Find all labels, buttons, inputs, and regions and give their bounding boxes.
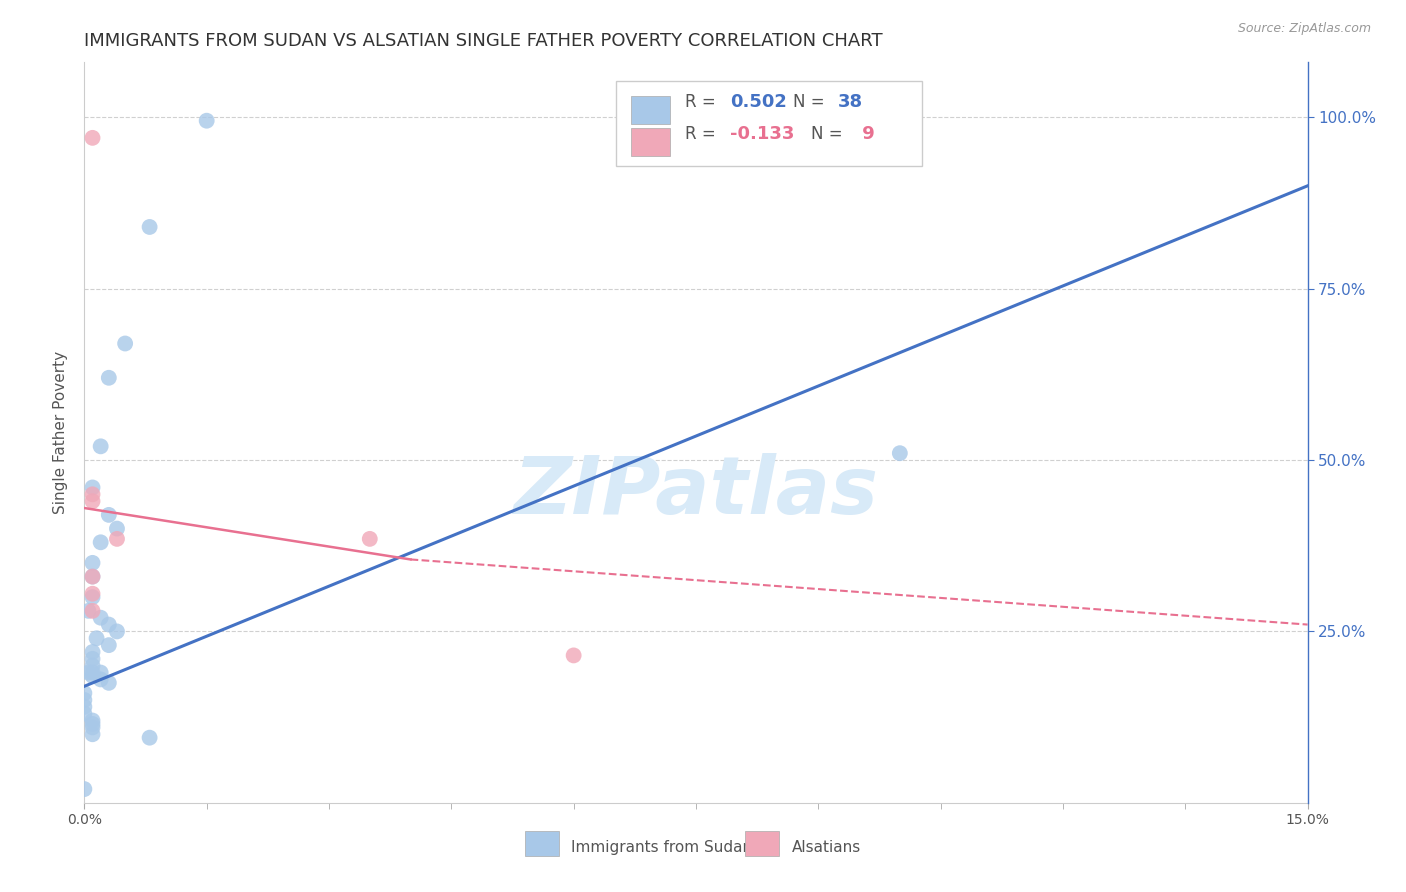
- Point: [90, 535, 112, 549]
- Point: [138, 219, 160, 234]
- Point: [82, 645, 104, 659]
- Point: [77, 665, 100, 680]
- Point: [97, 617, 120, 632]
- Text: ZIPatlas: ZIPatlas: [513, 453, 879, 531]
- Point: [82, 569, 104, 583]
- Text: IMMIGRANTS FROM SUDAN VS ALSATIAN SINGLE FATHER POVERTY CORRELATION CHART: IMMIGRANTS FROM SUDAN VS ALSATIAN SINGLE…: [84, 32, 883, 50]
- Point: [82, 494, 104, 508]
- Point: [82, 720, 104, 734]
- Point: [105, 532, 128, 546]
- Point: [82, 480, 104, 494]
- Point: [73, 686, 96, 700]
- Point: [73, 699, 96, 714]
- Point: [82, 590, 104, 604]
- Text: R =: R =: [685, 125, 721, 144]
- Point: [82, 556, 104, 570]
- Text: Immigrants from Sudan: Immigrants from Sudan: [571, 839, 752, 855]
- Point: [73, 706, 96, 721]
- Text: 0.502: 0.502: [730, 93, 787, 111]
- Text: N =: N =: [793, 93, 830, 111]
- Point: [195, 113, 218, 128]
- Point: [82, 727, 104, 741]
- Point: [82, 487, 104, 501]
- Point: [90, 610, 112, 624]
- Point: [86, 632, 108, 646]
- Point: [889, 446, 911, 460]
- Point: [90, 439, 112, 453]
- Point: [105, 624, 128, 639]
- Point: [73, 693, 96, 707]
- Point: [82, 658, 104, 673]
- Point: [77, 604, 100, 618]
- Point: [138, 731, 160, 745]
- Point: [97, 676, 120, 690]
- Text: Alsatians: Alsatians: [792, 839, 860, 855]
- Point: [82, 652, 104, 666]
- Point: [82, 604, 104, 618]
- Text: 38: 38: [838, 93, 863, 111]
- Text: R =: R =: [685, 93, 721, 111]
- Point: [82, 569, 104, 583]
- Point: [105, 522, 128, 536]
- Bar: [745, 831, 779, 856]
- Point: [82, 669, 104, 683]
- Point: [90, 673, 112, 687]
- Bar: [524, 831, 560, 856]
- Text: 9: 9: [856, 125, 875, 144]
- FancyBboxPatch shape: [616, 81, 922, 166]
- Bar: [631, 95, 671, 124]
- Point: [97, 638, 120, 652]
- Text: Source: ZipAtlas.com: Source: ZipAtlas.com: [1237, 22, 1371, 36]
- Point: [359, 532, 381, 546]
- Point: [114, 336, 136, 351]
- Point: [97, 371, 120, 385]
- Point: [82, 587, 104, 601]
- Point: [82, 665, 104, 680]
- Bar: [631, 128, 671, 156]
- Point: [82, 131, 104, 145]
- Point: [82, 717, 104, 731]
- Text: N =: N =: [811, 125, 848, 144]
- Text: -0.133: -0.133: [730, 125, 794, 144]
- Point: [73, 782, 96, 797]
- Point: [97, 508, 120, 522]
- Y-axis label: Single Father Poverty: Single Father Poverty: [53, 351, 69, 514]
- Point: [82, 714, 104, 728]
- Point: [90, 665, 112, 680]
- Point: [562, 648, 585, 663]
